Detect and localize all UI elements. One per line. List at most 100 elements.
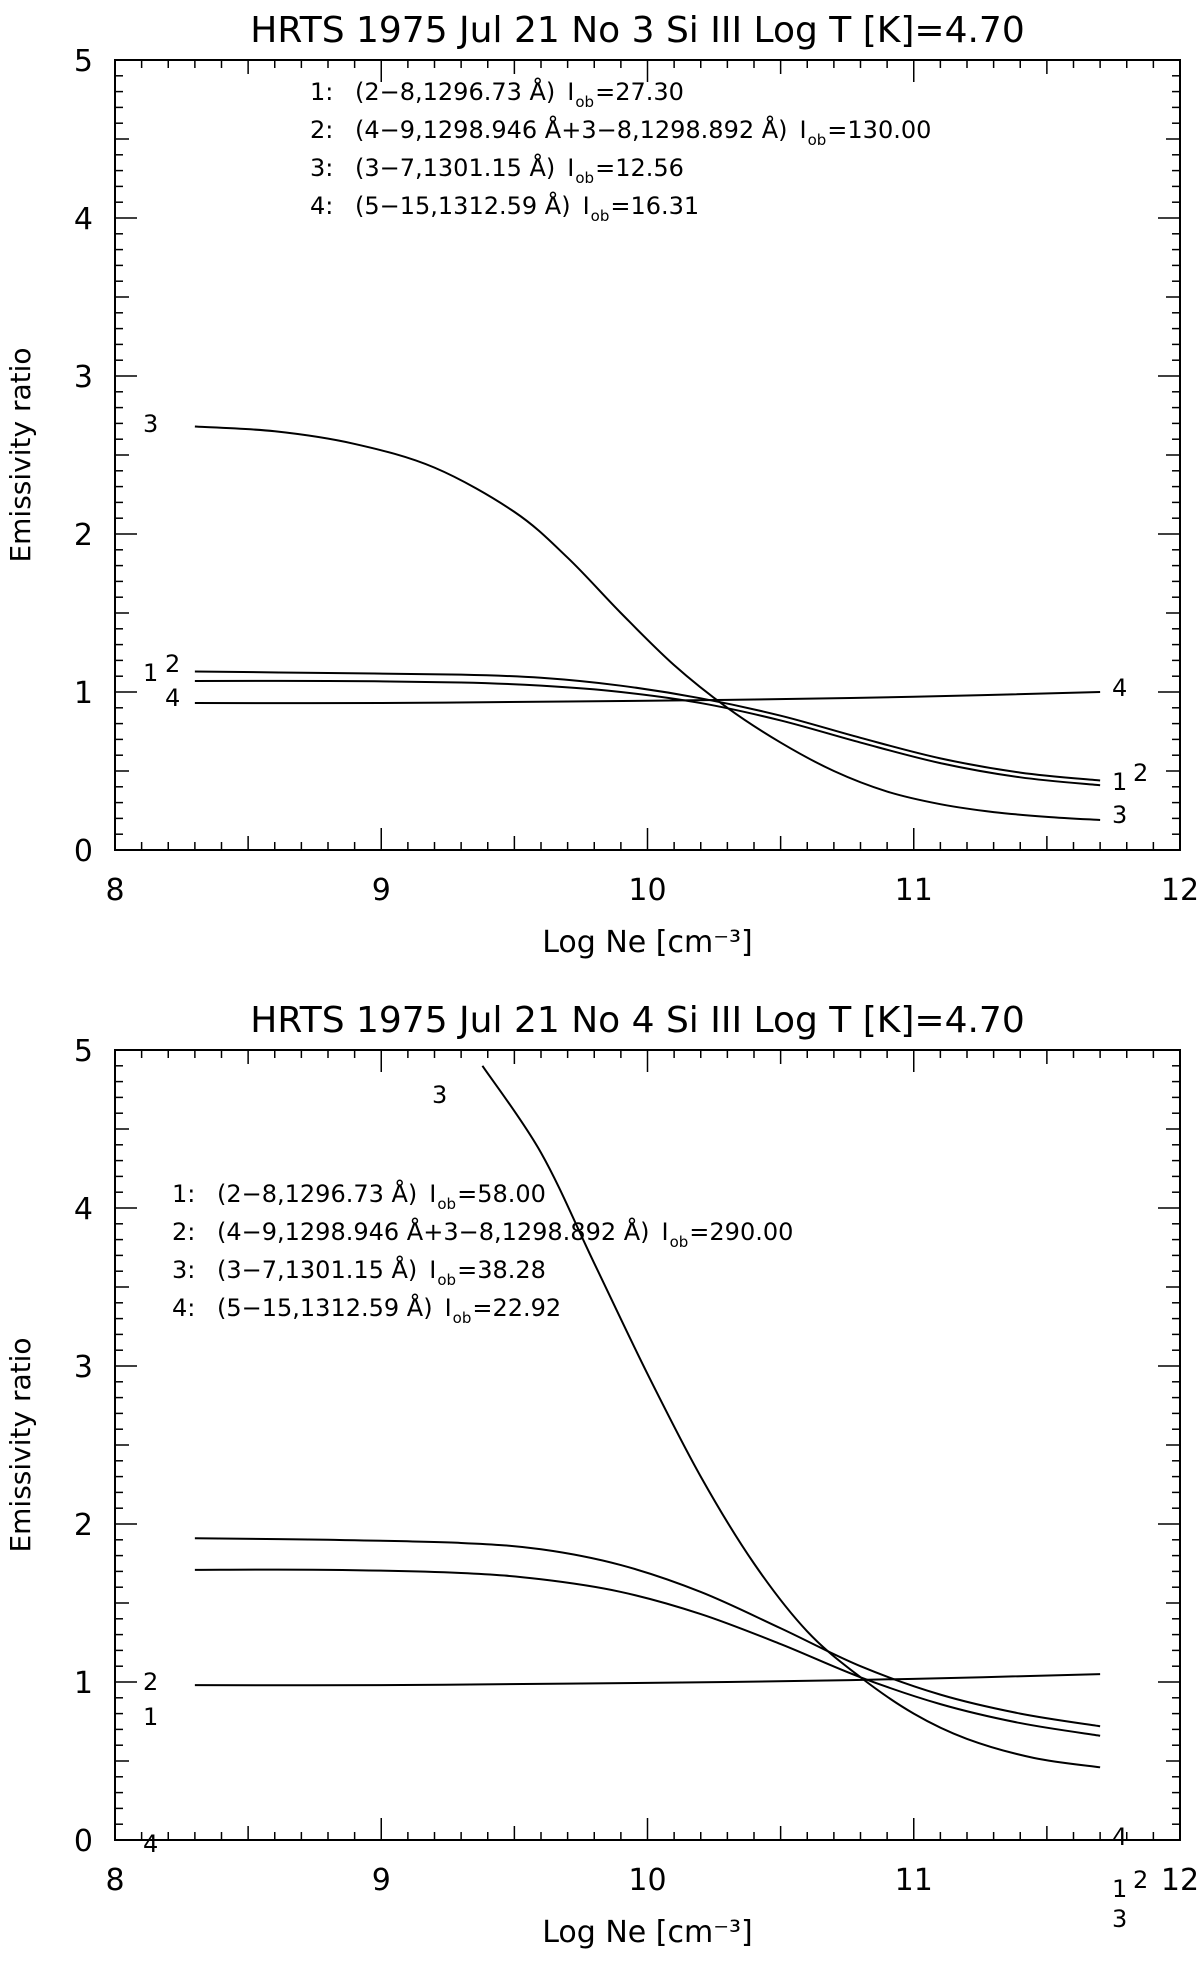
legend-text: (3−7,1301.15 Å) — [217, 1255, 417, 1284]
legend-subscript: ob — [575, 169, 594, 187]
series-label-1: 1 — [143, 659, 158, 687]
legend-equals: = — [689, 1218, 709, 1246]
y-tick-label: 4 — [74, 1192, 93, 1227]
chart-title: HRTS 1975 Jul 21 No 4 Si III Log T [K]=4… — [250, 1000, 1024, 1041]
legend-text: (2−8,1296.73 Å) — [355, 77, 555, 106]
x-tick-label: 10 — [628, 873, 666, 908]
legend-iob-value: 16.31 — [630, 192, 699, 220]
series-label-1: 1 — [1112, 1875, 1127, 1903]
legend-number: 3: — [172, 1256, 195, 1284]
legend-subscript: ob — [453, 1309, 472, 1327]
legend-iob-value: 290.00 — [709, 1218, 793, 1246]
y-axis-label: Emissivity ratio — [4, 1337, 37, 1552]
legend-text: (3−7,1301.15 Å) — [355, 153, 555, 182]
legend-number: 4: — [310, 192, 333, 220]
legend-number: 4: — [172, 1294, 195, 1322]
legend-iob-value: 58.00 — [477, 1180, 546, 1208]
series-line-1 — [194, 1568, 1101, 1737]
y-tick-label: 1 — [74, 1666, 93, 1701]
x-tick-label: 12 — [1161, 1863, 1199, 1898]
legend-i-symbol: I — [662, 1218, 669, 1246]
x-tick-label: 12 — [1161, 873, 1199, 908]
series-line-4 — [194, 1673, 1101, 1687]
series-line-3 — [194, 425, 1101, 821]
legend-i-symbol: I — [445, 1294, 452, 1322]
legend-equals: = — [457, 1256, 477, 1284]
x-tick-label: 10 — [628, 1863, 666, 1898]
series-line-2 — [194, 670, 1101, 782]
y-tick-label: 2 — [74, 518, 93, 553]
y-tick-label: 0 — [74, 834, 93, 869]
legend-equals: = — [827, 116, 847, 144]
legend-text: (5−15,1312.59 Å) — [355, 191, 571, 220]
series-line-2 — [194, 1537, 1101, 1728]
legend-iob-value: 22.92 — [492, 1294, 561, 1322]
x-tick-label: 11 — [895, 1863, 933, 1898]
x-axis-label: Log Ne [cm⁻³] — [542, 1915, 753, 1950]
series-label-2: 2 — [165, 650, 180, 678]
legend-subscript: ob — [670, 1233, 689, 1251]
chart-title: HRTS 1975 Jul 21 No 3 Si III Log T [K]=4… — [250, 10, 1024, 51]
legend-number: 2: — [310, 116, 333, 144]
x-tick-label: 8 — [105, 1863, 124, 1898]
legend-number: 1: — [310, 78, 333, 106]
legend-subscript: ob — [575, 93, 594, 111]
plot-frame — [114, 1049, 1181, 1841]
legend-text: (5−15,1312.59 Å) — [217, 1293, 433, 1322]
x-tick-label: 11 — [895, 873, 933, 908]
y-tick-label: 0 — [74, 1824, 93, 1859]
series-label-3: 3 — [432, 1081, 447, 1109]
legend-i-symbol: I — [567, 154, 574, 182]
series-label-2: 2 — [143, 1668, 158, 1696]
y-tick-label: 2 — [74, 1508, 93, 1543]
x-tick-label: 9 — [372, 1863, 391, 1898]
legend-equals: = — [595, 154, 615, 182]
series-label-3: 3 — [1112, 801, 1127, 829]
legend-equals: = — [472, 1294, 492, 1322]
series-label-1: 1 — [143, 1703, 158, 1731]
legend-subscript: ob — [437, 1271, 456, 1289]
series-label-4: 4 — [165, 684, 180, 712]
chart-svg-bottom: HRTS 1975 Jul 21 No 4 Si III Log T [K]=4… — [4, 1000, 1199, 1950]
legend-text: (2−8,1296.73 Å) — [217, 1179, 417, 1208]
series-label-1: 1 — [1112, 768, 1127, 796]
chart-panel-top: HRTS 1975 Jul 21 No 3 Si III Log T [K]=4… — [4, 10, 1199, 960]
y-tick-label: 1 — [74, 676, 93, 711]
legend-i-symbol: I — [429, 1180, 436, 1208]
x-tick-label: 9 — [372, 873, 391, 908]
legend-equals: = — [595, 78, 615, 106]
series-label-2: 2 — [1133, 1866, 1148, 1894]
y-tick-label: 5 — [74, 44, 93, 79]
x-axis-label: Log Ne [cm⁻³] — [542, 925, 753, 960]
series-label-2: 2 — [1133, 759, 1148, 787]
series-line-3 — [481, 1065, 1101, 1769]
series-line-4 — [194, 691, 1101, 705]
legend-i-symbol: I — [583, 192, 590, 220]
legend-subscript: ob — [808, 131, 827, 149]
y-tick-label: 4 — [74, 202, 93, 237]
series-label-4: 4 — [1112, 674, 1127, 702]
legend-equals: = — [457, 1180, 477, 1208]
legend-iob-value: 27.30 — [615, 78, 684, 106]
legend-i-symbol: I — [800, 116, 807, 144]
legend-iob-value: 12.56 — [615, 154, 684, 182]
series-label-3: 3 — [143, 410, 158, 438]
chart-svg-top: HRTS 1975 Jul 21 No 3 Si III Log T [K]=4… — [4, 10, 1199, 960]
legend-text: (4−9,1298.946 Å+3−8,1298.892 Å) — [217, 1217, 650, 1246]
x-tick-label: 8 — [105, 873, 124, 908]
series-label-4: 4 — [143, 1830, 158, 1858]
legend-iob-value: 38.28 — [477, 1256, 546, 1284]
series-label-4: 4 — [1112, 1823, 1127, 1851]
chart-panel-bottom: HRTS 1975 Jul 21 No 4 Si III Log T [K]=4… — [0, 990, 1200, 1980]
legend-number: 1: — [172, 1180, 195, 1208]
y-tick-label: 3 — [74, 1350, 93, 1385]
legend-iob-value: 130.00 — [847, 116, 931, 144]
legend-subscript: ob — [591, 207, 610, 225]
y-tick-label: 5 — [74, 1034, 93, 1069]
y-tick-label: 3 — [74, 360, 93, 395]
legend-number: 3: — [310, 154, 333, 182]
series-line-1 — [194, 679, 1101, 787]
y-axis-label: Emissivity ratio — [4, 347, 37, 562]
